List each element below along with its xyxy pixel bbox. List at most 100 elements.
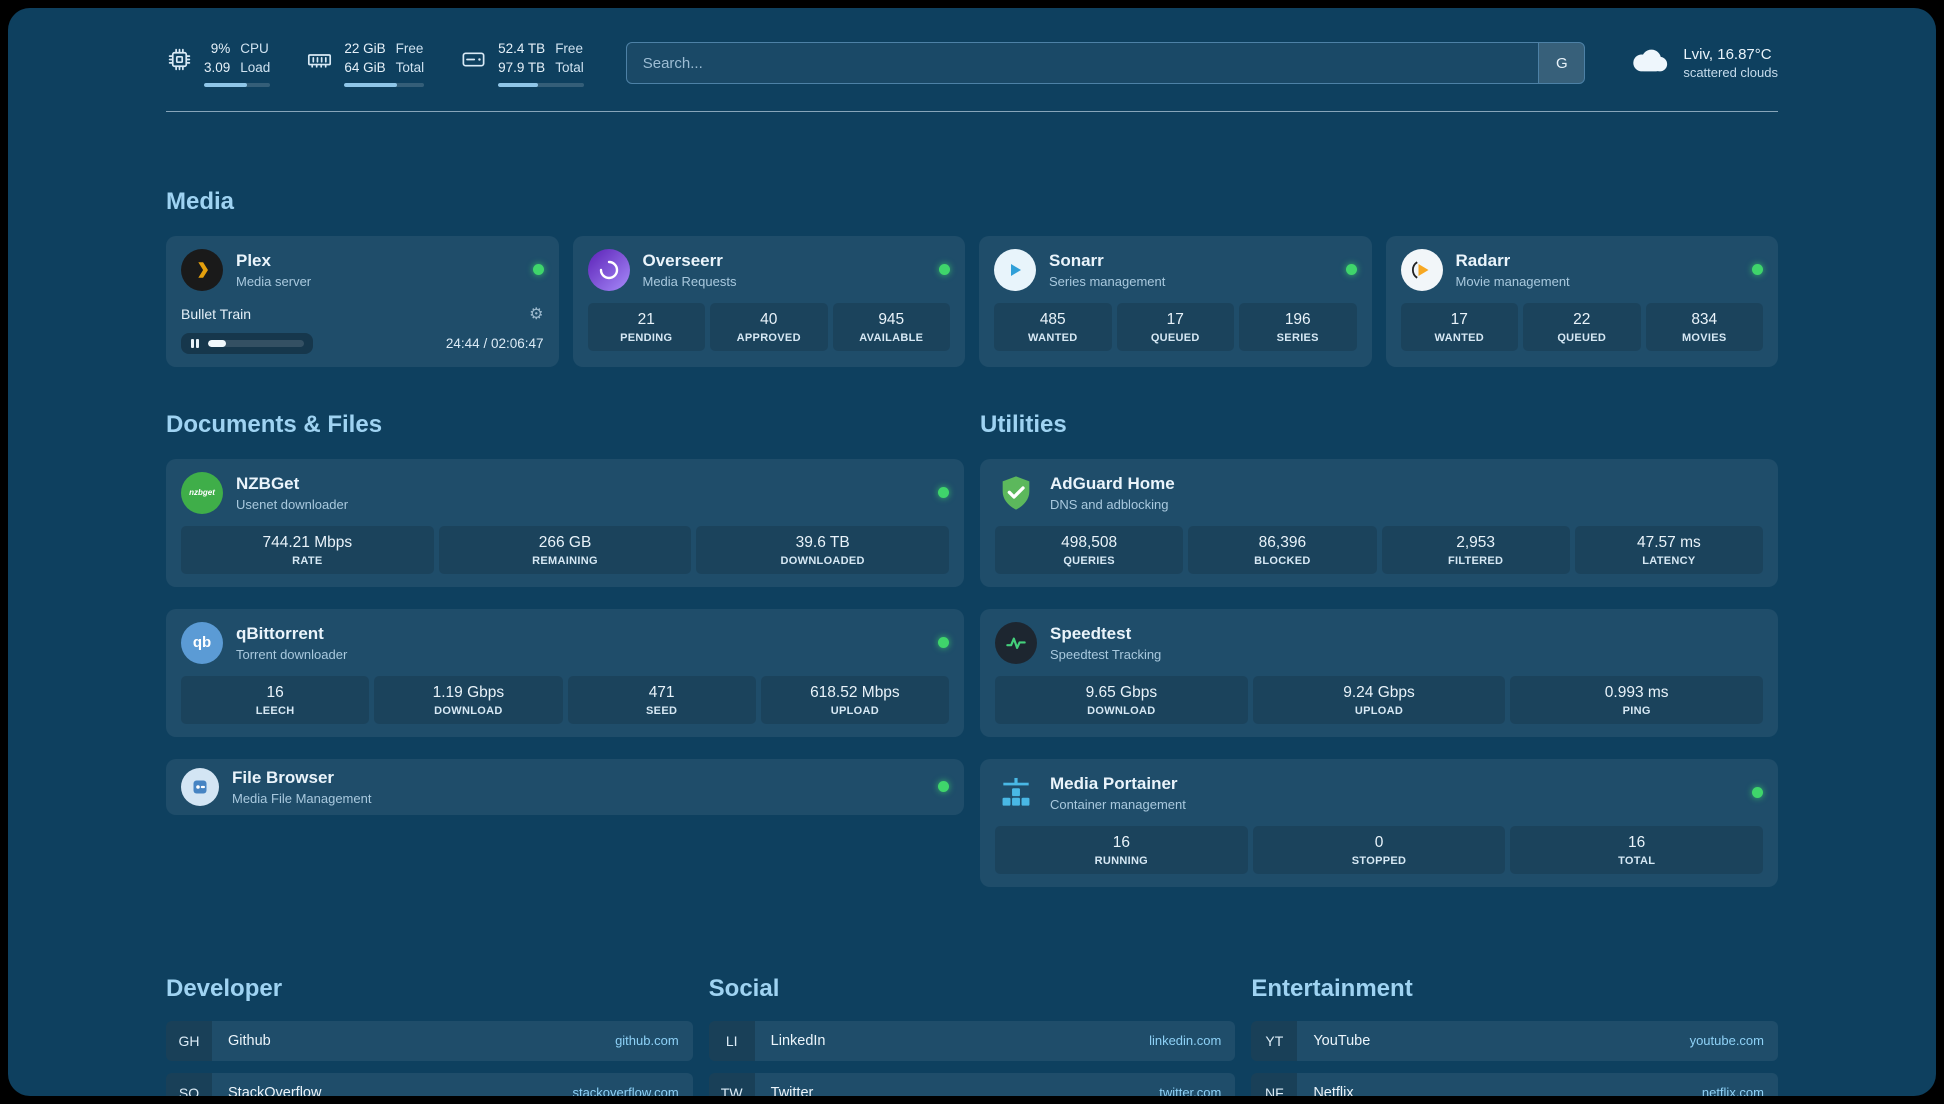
service-card-radarr[interactable]: Radarr Movie management 17 WANTED 22 QUE… bbox=[1385, 235, 1778, 367]
qbittorrent-icon-text: qb bbox=[192, 634, 212, 652]
weather-condition: scattered clouds bbox=[1683, 65, 1778, 81]
service-name: Radarr bbox=[1455, 250, 1511, 270]
bookmark-name: StackOverflow bbox=[228, 1084, 322, 1096]
search-provider-button[interactable]: G bbox=[1538, 43, 1585, 84]
stat-box: 618.52 Mbps UPLOAD bbox=[760, 675, 949, 724]
plex-elapsed-time: 24:44 / 02:06:47 bbox=[445, 335, 544, 351]
bookmark-youtube[interactable]: YT YouTube youtube.com bbox=[1251, 1020, 1778, 1061]
bookmark-stackoverflow[interactable]: SO StackOverflow stackoverflow.com bbox=[166, 1072, 693, 1096]
status-dot bbox=[938, 781, 949, 793]
disk-icon bbox=[460, 46, 487, 73]
overseerr-icon bbox=[587, 248, 630, 291]
plex-progress-pill bbox=[181, 332, 313, 354]
service-name: Speedtest bbox=[1050, 623, 1132, 643]
qbittorrent-icon: qb bbox=[181, 621, 223, 664]
service-card-overseerr[interactable]: Overseerr Media Requests 21 PENDING 40 A… bbox=[572, 235, 965, 367]
weather-location: Lviv, 16.87°C bbox=[1683, 46, 1772, 64]
service-card-qbittorrent[interactable]: qb qBittorrent Torrent downloader 16 LEE… bbox=[166, 608, 964, 737]
radarr-icon bbox=[1400, 248, 1443, 291]
stat-box: 834 MOVIES bbox=[1645, 302, 1763, 351]
bookmark-name: Netflix bbox=[1313, 1084, 1354, 1096]
bookmark-group-social: Social LI LinkedIn linkedin.com TW Twitt… bbox=[708, 975, 1236, 1096]
stat-box: 9.65 Gbps DOWNLOAD bbox=[995, 675, 1248, 724]
bookmark-group-entertainment: Entertainment YT YouTube youtube.com NF … bbox=[1251, 975, 1778, 1096]
cpu-usage-value: 9% bbox=[210, 41, 231, 56]
status-dot bbox=[1752, 787, 1763, 799]
bookmark-domain: twitter.com bbox=[1159, 1085, 1222, 1096]
nzbget-icon: nzbget bbox=[181, 471, 223, 514]
service-card-speedtest[interactable]: Speedtest Speedtest Tracking 9.65 Gbps D… bbox=[980, 608, 1778, 737]
service-name: Plex bbox=[236, 250, 271, 270]
bookmark-twitter[interactable]: TW Twitter twitter.com bbox=[708, 1072, 1236, 1096]
bookmark-abbr: YT bbox=[1251, 1020, 1298, 1061]
stat-box: 40 APPROVED bbox=[710, 302, 828, 351]
bookmark-name: Twitter bbox=[770, 1084, 814, 1096]
bookmark-name: LinkedIn bbox=[770, 1032, 826, 1049]
service-name: Media Portainer bbox=[1050, 773, 1178, 793]
bookmark-abbr: SO bbox=[166, 1072, 212, 1096]
stat-box: 17 WANTED bbox=[1400, 302, 1518, 351]
status-dot bbox=[939, 264, 950, 276]
stat-box: 16 RUNNING bbox=[995, 825, 1248, 874]
stat-box: 21 PENDING bbox=[587, 302, 705, 351]
stat-box: 266 GB REMAINING bbox=[438, 525, 692, 574]
section-title-developer: Developer bbox=[166, 974, 283, 1002]
pause-icon[interactable] bbox=[190, 338, 200, 348]
status-dot bbox=[1345, 264, 1357, 276]
cpu-label: CPU bbox=[240, 41, 269, 56]
service-card-adguard[interactable]: AdGuard Home DNS and adblocking 498,508 … bbox=[980, 458, 1778, 587]
stat-box: 196 SERIES bbox=[1239, 302, 1357, 351]
stat-box: 744.21 Mbps RATE bbox=[181, 525, 434, 574]
service-subtitle: Speedtest Tracking bbox=[1050, 646, 1162, 662]
bookmark-abbr: LI bbox=[708, 1020, 755, 1061]
service-card-sonarr[interactable]: Sonarr Series management 485 WANTED 17 Q… bbox=[979, 235, 1372, 367]
adguard-icon bbox=[995, 472, 1037, 514]
bookmark-domain: github.com bbox=[615, 1033, 679, 1049]
service-name: Overseerr bbox=[642, 250, 723, 270]
status-dot bbox=[532, 264, 544, 276]
header-divider bbox=[166, 110, 1778, 112]
bookmark-netflix[interactable]: NF Netflix netflix.com bbox=[1251, 1072, 1778, 1096]
memory-widget: 22 GiB 64 GiB Free Total bbox=[306, 40, 425, 87]
stat-box: 16 LEECH bbox=[181, 675, 370, 724]
stat-box: 498,508 QUERIES bbox=[995, 525, 1184, 574]
service-card-portainer[interactable]: Media Portainer Container management 16 … bbox=[980, 758, 1778, 887]
search-bar: G bbox=[625, 42, 1586, 85]
bookmark-github[interactable]: GH Github github.com bbox=[166, 1020, 693, 1061]
status-dot bbox=[938, 487, 949, 499]
service-subtitle: Media Requests bbox=[642, 273, 737, 289]
service-subtitle: Media File Management bbox=[232, 790, 372, 806]
portainer-icon bbox=[995, 772, 1037, 814]
bookmark-linkedin[interactable]: LI LinkedIn linkedin.com bbox=[708, 1020, 1236, 1061]
plex-progress-track bbox=[207, 339, 304, 347]
disk-total-label: Total bbox=[555, 59, 584, 75]
cpu-usage-bar bbox=[204, 82, 271, 87]
stat-box: 1.19 Gbps DOWNLOAD bbox=[374, 675, 563, 724]
bookmark-name: Github bbox=[228, 1032, 271, 1049]
top-bar: 9% 3.09 CPU Load bbox=[166, 40, 1778, 87]
memory-free-label: Free bbox=[395, 41, 424, 56]
service-card-nzbget[interactable]: nzbget NZBGet Usenet downloader 744.21 M… bbox=[166, 458, 964, 587]
disk-free-label: Free bbox=[555, 41, 583, 56]
status-dot bbox=[938, 637, 949, 649]
stat-box: 17 QUEUED bbox=[1116, 302, 1234, 351]
bookmark-domain: netflix.com bbox=[1701, 1085, 1764, 1096]
service-subtitle: Media server bbox=[236, 273, 312, 289]
stat-box: 485 WANTED bbox=[994, 302, 1112, 351]
service-name: File Browser bbox=[232, 767, 335, 787]
service-name: NZBGet bbox=[236, 473, 300, 493]
search-input[interactable] bbox=[625, 42, 1586, 85]
gear-icon[interactable]: ⚙ bbox=[529, 305, 544, 323]
service-subtitle: DNS and adblocking bbox=[1050, 496, 1169, 512]
service-card-filebrowser[interactable]: File Browser Media File Management bbox=[166, 758, 964, 815]
service-card-plex[interactable]: Plex Media server Bullet Train ⚙ 24:44 /… bbox=[166, 235, 559, 367]
filebrowser-icon bbox=[181, 767, 219, 806]
sonarr-icon bbox=[994, 248, 1036, 291]
memory-free-value: 22 GiB bbox=[344, 41, 386, 56]
memory-total-label: Total bbox=[395, 59, 425, 75]
section-title-entertainment: Entertainment bbox=[1251, 974, 1413, 1002]
cpu-icon bbox=[166, 46, 193, 73]
memory-icon bbox=[306, 46, 333, 73]
bookmark-abbr: TW bbox=[708, 1072, 755, 1096]
stat-box: 47.57 ms LATENCY bbox=[1574, 525, 1763, 574]
